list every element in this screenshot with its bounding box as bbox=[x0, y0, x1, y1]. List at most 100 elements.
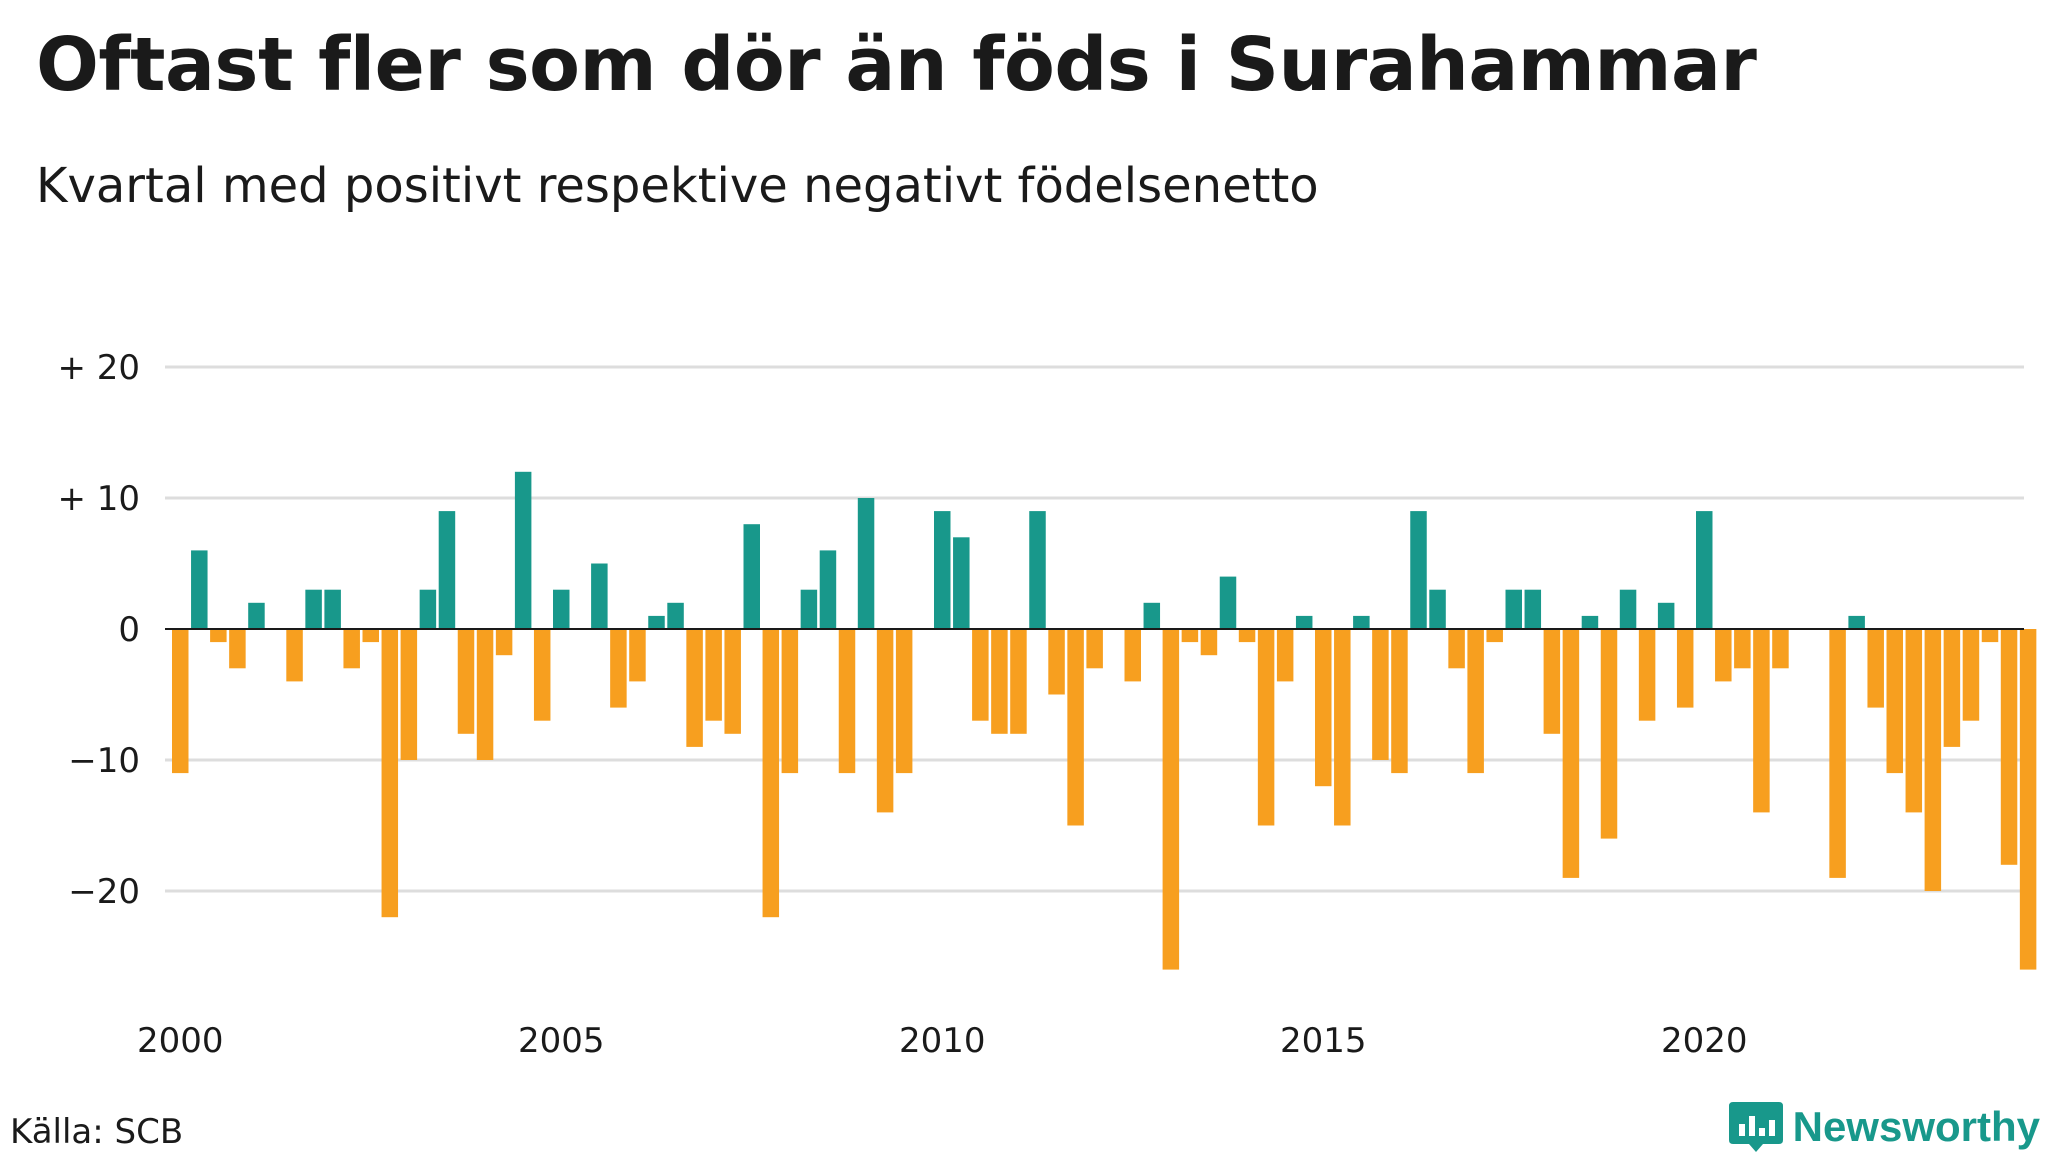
bar bbox=[1829, 629, 1846, 878]
bar bbox=[1962, 629, 1980, 721]
bar bbox=[1181, 629, 1199, 643]
bar bbox=[1581, 615, 1599, 629]
bar bbox=[1391, 629, 1408, 774]
bar-series bbox=[172, 471, 2037, 970]
bar bbox=[1943, 629, 1961, 747]
bar bbox=[191, 550, 208, 629]
bar bbox=[1676, 629, 1694, 708]
x-axis-ticks: 2000 2005 2010 2015 2020 bbox=[137, 1021, 1748, 1061]
y-tick-label: −10 bbox=[68, 741, 140, 781]
bar bbox=[476, 629, 494, 760]
bar bbox=[857, 498, 875, 629]
brand-name: Newsworthy bbox=[1792, 1103, 2040, 1150]
bar bbox=[610, 629, 627, 708]
brand-logo: Newsworthy bbox=[1727, 1098, 2040, 1156]
bar bbox=[495, 629, 513, 656]
bar bbox=[172, 629, 189, 774]
y-tick-label: −20 bbox=[68, 872, 140, 912]
bar bbox=[1753, 629, 1770, 813]
y-tick-label: 0 bbox=[118, 610, 140, 650]
bar bbox=[514, 471, 532, 629]
chart-subtitle: Kvartal med positivt respektive negativt… bbox=[36, 158, 1319, 214]
bar bbox=[1600, 629, 1618, 839]
bar bbox=[1924, 629, 1942, 891]
bar bbox=[2000, 629, 2018, 865]
bar bbox=[724, 629, 741, 734]
bar bbox=[1162, 629, 1180, 970]
bar bbox=[800, 589, 818, 629]
bar bbox=[991, 629, 1008, 734]
bar bbox=[229, 629, 246, 669]
x-tick-label: 2000 bbox=[137, 1021, 224, 1061]
bar bbox=[1848, 615, 1865, 629]
bar bbox=[1086, 629, 1103, 669]
bar bbox=[667, 602, 684, 629]
x-tick-label: 2020 bbox=[1661, 1021, 1748, 1061]
bar bbox=[1734, 629, 1751, 669]
x-tick-label: 2015 bbox=[1280, 1021, 1367, 1061]
bar bbox=[838, 629, 856, 774]
bar bbox=[743, 524, 760, 629]
bar bbox=[1295, 615, 1313, 629]
bar bbox=[1200, 629, 1218, 656]
bar bbox=[1448, 629, 1465, 669]
bar bbox=[343, 629, 360, 669]
bar bbox=[1524, 589, 1542, 629]
bar bbox=[1486, 629, 1503, 643]
bar bbox=[324, 589, 341, 629]
bar bbox=[629, 629, 646, 682]
bar bbox=[1010, 629, 1027, 734]
bar bbox=[1238, 629, 1256, 643]
bar bbox=[1067, 629, 1084, 826]
bar bbox=[1467, 629, 1484, 774]
bar bbox=[1124, 629, 1141, 682]
bar bbox=[1219, 576, 1237, 629]
bar bbox=[648, 615, 665, 629]
bar bbox=[876, 629, 894, 813]
bar bbox=[1638, 629, 1656, 721]
bar bbox=[1619, 589, 1637, 629]
bar bbox=[286, 629, 303, 682]
bar bbox=[762, 629, 780, 918]
bar bbox=[419, 589, 437, 629]
chart-title: Oftast fler som dör än föds i Surahammar bbox=[36, 22, 1757, 108]
bar bbox=[1543, 629, 1561, 734]
gridlines bbox=[165, 365, 2024, 893]
bar bbox=[934, 511, 951, 629]
bar bbox=[362, 629, 379, 643]
bar bbox=[1429, 589, 1446, 629]
source-note: Källa: SCB bbox=[10, 1112, 184, 1152]
bar bbox=[705, 629, 722, 721]
y-tick-label: + 20 bbox=[57, 348, 140, 388]
bar bbox=[1905, 629, 1923, 813]
y-tick-label: + 10 bbox=[57, 479, 140, 519]
bar bbox=[1048, 629, 1065, 695]
bar bbox=[1257, 629, 1275, 826]
bar bbox=[1029, 511, 1046, 629]
bar bbox=[1353, 615, 1370, 629]
bar bbox=[1276, 629, 1294, 682]
bar bbox=[591, 563, 608, 629]
bar bbox=[1981, 629, 1999, 643]
bar bbox=[953, 537, 970, 629]
bar bbox=[400, 629, 418, 760]
bar bbox=[1505, 589, 1522, 629]
bar bbox=[2019, 629, 2037, 970]
bar bbox=[1334, 629, 1351, 826]
y-axis-ticks: + 20 + 10 0 −10 −20 bbox=[57, 348, 140, 912]
bar bbox=[1696, 511, 1713, 629]
x-tick-label: 2010 bbox=[899, 1021, 986, 1061]
bar bbox=[210, 629, 227, 643]
bar bbox=[819, 550, 837, 629]
bar bbox=[1143, 602, 1161, 629]
bar bbox=[1886, 629, 1903, 774]
bar bbox=[972, 629, 989, 721]
bar bbox=[438, 511, 456, 629]
bar bbox=[781, 629, 799, 774]
bar bbox=[1562, 629, 1580, 878]
bar bbox=[1657, 602, 1675, 629]
bar bbox=[1867, 629, 1884, 708]
bar bbox=[1315, 629, 1332, 787]
bar bbox=[533, 629, 551, 721]
newsworthy-logo-icon bbox=[1728, 1102, 1783, 1152]
